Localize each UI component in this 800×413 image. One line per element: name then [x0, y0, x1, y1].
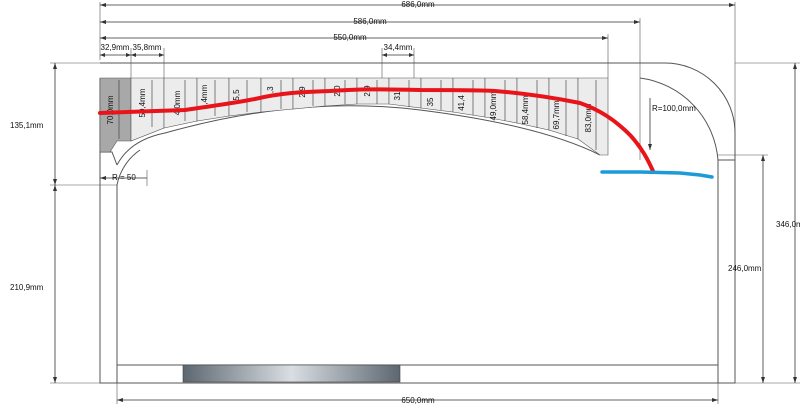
dimension-label-right-lower: 246,0mm — [728, 264, 762, 273]
strip-label-2: 50,4mm — [138, 88, 147, 117]
strip-1 — [99, 77, 132, 153]
strip-label-5: 5,5 — [232, 89, 241, 101]
blue-annotation-line — [600, 170, 714, 179]
strip-label-12: 41,4 — [457, 95, 466, 111]
radius-right-label: R=100,0mm — [652, 104, 696, 113]
strip-label-11: 35 — [426, 97, 435, 106]
strip-label-4: 1,4mm — [200, 84, 209, 109]
dimension-label-550: 550,0mm — [333, 33, 367, 42]
dimension-label-bottom: 650,0mm — [401, 396, 435, 405]
strip-label-6: 1,3 — [266, 86, 275, 98]
dimension-label-right-total: 346,0mm — [776, 220, 800, 229]
strip-label-1: 70,0mm — [106, 95, 115, 124]
gradient-bar — [182, 364, 401, 383]
strip-16 — [577, 77, 609, 156]
strip-arrows — [118, 80, 597, 150]
dimension-label-strip-first: 32,9mm — [101, 43, 130, 52]
dimension-label-total: 686,0mm — [401, 0, 435, 9]
dimension-label-586: 586,0mm — [353, 17, 387, 26]
radius-left-marker: R = 50 — [100, 170, 148, 186]
dimension-left-heights: 135,1mm 210,9mm — [10, 62, 117, 384]
strip-label-10: 31 — [393, 91, 402, 100]
strip-label-15: 69,7mm — [552, 100, 561, 129]
dimension-strip-widths: 32,9mm 35,8mm 34,4mm — [100, 43, 415, 78]
strip-label-3: 4,0mm — [173, 90, 182, 115]
strip-label-14: 58,4mm — [521, 95, 530, 124]
dimension-label-left-top: 135,1mm — [10, 121, 44, 130]
red-annotation-curve — [98, 87, 655, 173]
strip-label-13: 49,0mm — [489, 91, 498, 120]
strip-label-16: 83,0mm — [584, 103, 593, 132]
arch-left-step — [100, 151, 118, 166]
dimension-label-strip-second: 35,8mm — [133, 43, 162, 52]
dimension-586: 586,0mm — [100, 17, 641, 160]
arch-curve — [116, 105, 601, 166]
dimension-550: 550,0mm — [100, 33, 609, 78]
dimension-label-strip-spacing: 34,4mm — [384, 43, 413, 52]
radius-left-label: R = 50 — [112, 173, 136, 182]
dimension-right-heights: 346,0mm 246,0mm — [718, 62, 800, 384]
dimension-label-left-bottom: 210,9mm — [10, 283, 44, 292]
radius-right-marker: R=100,0mm — [648, 98, 696, 150]
dimension-bottom-width: 650,0mm — [116, 383, 719, 405]
